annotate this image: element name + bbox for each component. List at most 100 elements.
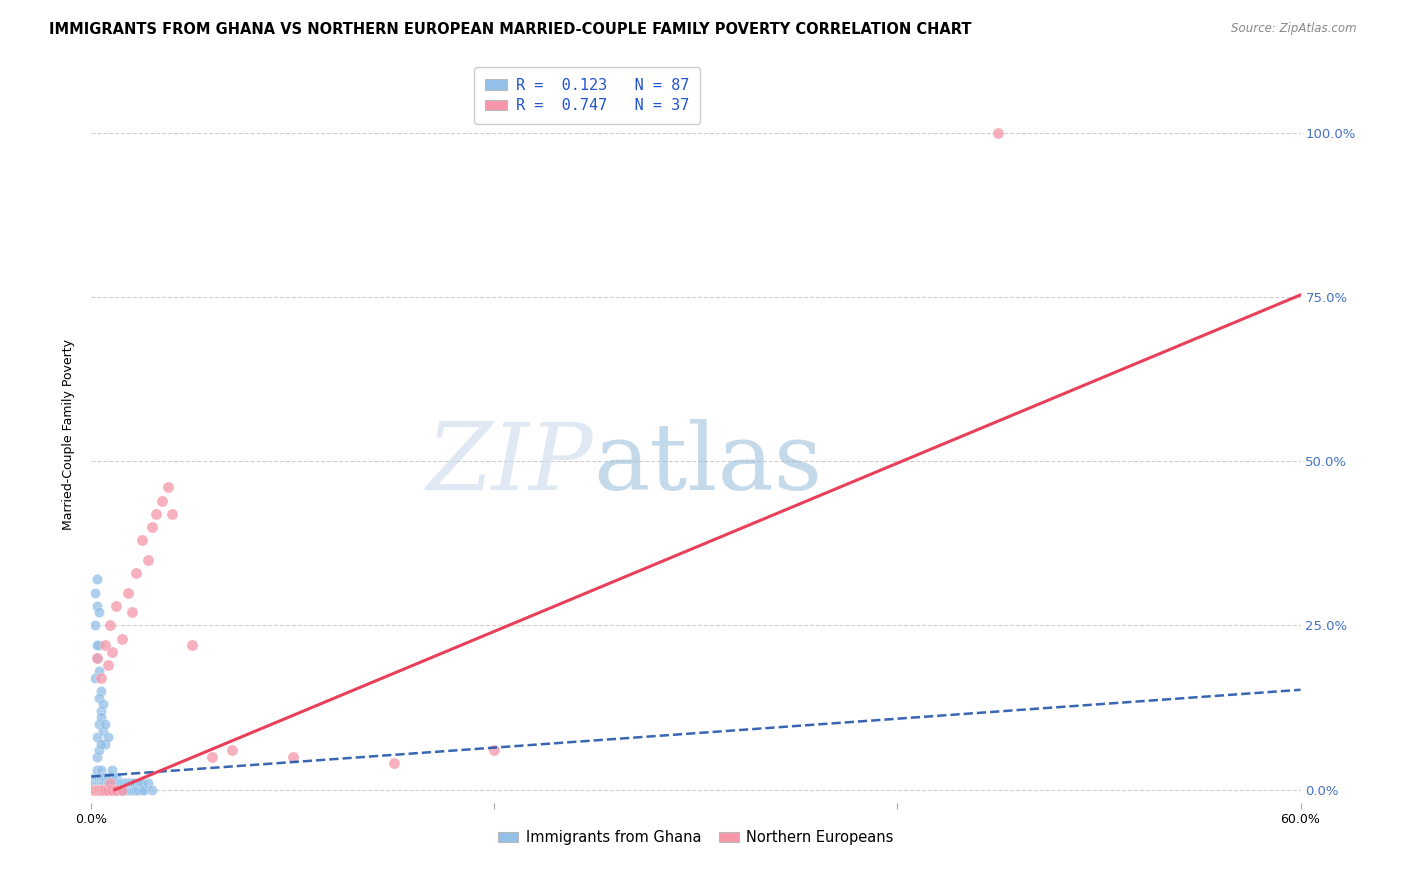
Point <box>86 770 108 784</box>
Point <box>90 763 112 777</box>
Point <box>107 776 129 790</box>
Point <box>121 782 143 797</box>
Point <box>98 776 121 790</box>
Point <box>104 782 127 797</box>
Point <box>86 651 108 665</box>
Point <box>382 756 405 771</box>
Point <box>132 782 155 797</box>
Point <box>122 776 145 790</box>
Point <box>86 638 108 652</box>
Point <box>90 776 112 790</box>
Point <box>96 776 118 790</box>
Point <box>94 770 117 784</box>
Text: ZIP: ZIP <box>426 419 593 509</box>
Point <box>100 782 122 797</box>
Point <box>86 651 108 665</box>
Point <box>100 645 122 659</box>
Point <box>84 671 107 685</box>
Point <box>89 782 111 797</box>
Point <box>96 730 118 744</box>
Point <box>84 585 107 599</box>
Point <box>181 638 204 652</box>
Point <box>111 632 132 646</box>
Point <box>141 782 163 797</box>
Point <box>82 776 104 790</box>
Point <box>93 770 115 784</box>
Point <box>131 776 153 790</box>
Point <box>93 782 115 797</box>
Point <box>111 782 132 797</box>
Point <box>84 618 107 632</box>
Point <box>112 776 135 790</box>
Point <box>98 770 121 784</box>
Point <box>90 704 112 718</box>
Point <box>84 782 107 797</box>
Point <box>98 782 121 797</box>
Point <box>108 776 131 790</box>
Point <box>111 776 132 790</box>
Point <box>84 782 107 797</box>
Point <box>94 776 117 790</box>
Point <box>484 743 506 757</box>
Point <box>150 493 173 508</box>
Point <box>114 782 136 797</box>
Point <box>93 782 115 797</box>
Point <box>121 776 143 790</box>
Point <box>98 618 121 632</box>
Point <box>90 782 112 797</box>
Point <box>94 782 117 797</box>
Point <box>86 763 108 777</box>
Point <box>86 599 108 613</box>
Point <box>96 770 118 784</box>
Point <box>82 782 104 797</box>
Point <box>118 776 141 790</box>
Point <box>89 605 111 619</box>
Point <box>90 710 112 724</box>
Point <box>96 782 118 797</box>
Point <box>122 782 145 797</box>
Point <box>94 737 117 751</box>
Point <box>117 585 139 599</box>
Text: Source: ZipAtlas.com: Source: ZipAtlas.com <box>1232 22 1357 36</box>
Point <box>160 507 183 521</box>
Point <box>89 717 111 731</box>
Point <box>90 671 112 685</box>
Point <box>86 749 108 764</box>
Point <box>89 776 111 790</box>
Point <box>112 782 135 797</box>
Point <box>125 782 148 797</box>
Point <box>104 599 127 613</box>
Point <box>94 638 117 652</box>
Point <box>136 552 159 566</box>
Point <box>86 730 108 744</box>
Point <box>118 782 141 797</box>
Point <box>89 770 111 784</box>
Point <box>84 776 107 790</box>
Point <box>117 782 139 797</box>
Point <box>93 776 115 790</box>
Point <box>114 776 136 790</box>
Point <box>90 770 112 784</box>
Point <box>89 638 111 652</box>
Point <box>145 507 167 521</box>
Point <box>93 698 115 712</box>
Point <box>108 782 131 797</box>
Point <box>86 782 108 797</box>
Point <box>89 782 111 797</box>
Point <box>94 782 117 797</box>
Text: IMMIGRANTS FROM GHANA VS NORTHERN EUROPEAN MARRIED-COUPLE FAMILY POVERTY CORRELA: IMMIGRANTS FROM GHANA VS NORTHERN EUROPE… <box>49 22 972 37</box>
Point <box>103 776 125 790</box>
Point <box>201 749 224 764</box>
Point <box>128 776 150 790</box>
Text: atlas: atlas <box>593 419 823 509</box>
Y-axis label: Married-Couple Family Poverty: Married-Couple Family Poverty <box>62 339 76 531</box>
Point <box>89 743 111 757</box>
Point <box>103 782 125 797</box>
Point <box>125 566 148 580</box>
Point <box>221 743 243 757</box>
Point <box>98 776 121 790</box>
Point <box>987 126 1010 140</box>
Point <box>136 776 159 790</box>
Point <box>82 782 104 797</box>
Point <box>141 520 163 534</box>
